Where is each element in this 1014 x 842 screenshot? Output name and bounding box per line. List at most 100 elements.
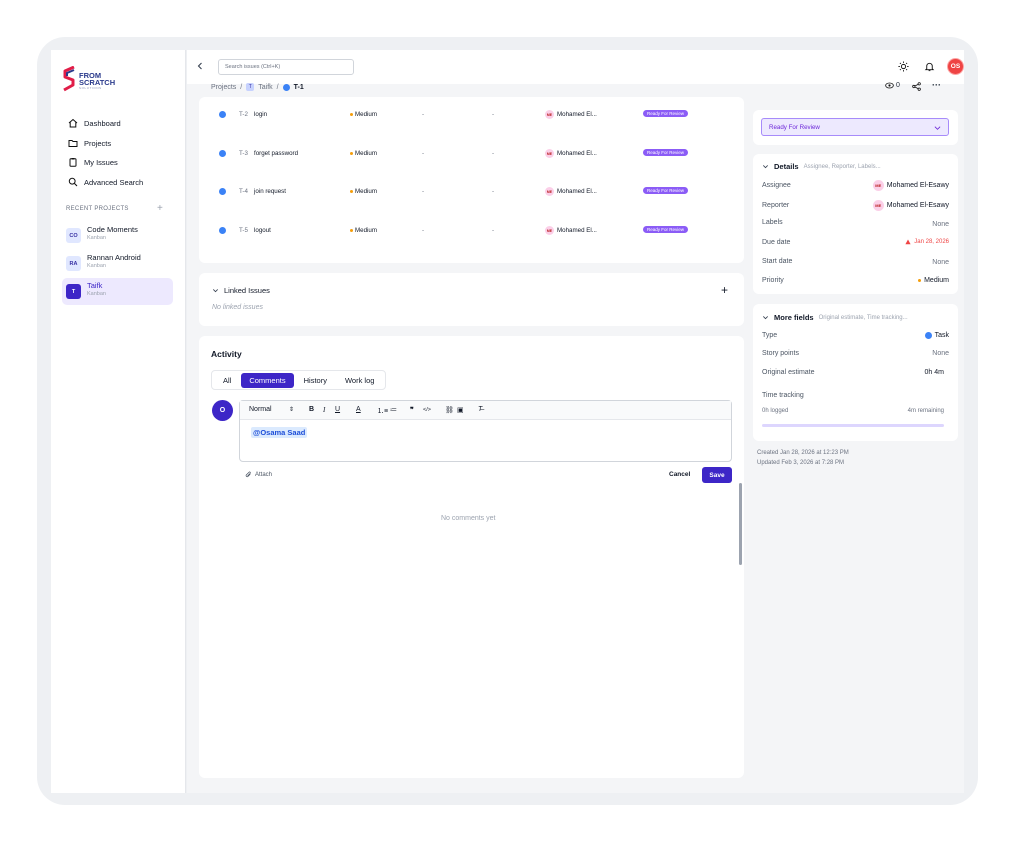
subtask-row[interactable]: T-2 login Medium - - ME Mohamed El... Rea… bbox=[210, 110, 740, 122]
ordered-list-icon[interactable]: ⒈≡ bbox=[377, 408, 389, 415]
nav-my-issues[interactable]: My Issues bbox=[68, 157, 118, 167]
bullet-list-icon[interactable]: ≔ bbox=[390, 407, 397, 414]
clear-format-icon[interactable]: T̶ bbox=[478, 406, 483, 413]
tab-history[interactable]: History bbox=[303, 375, 327, 385]
add-linked-issue-icon[interactable]: + bbox=[721, 283, 729, 297]
subtask-row[interactable]: T-5 logout Medium - - ME Mohamed El... Re… bbox=[210, 226, 740, 238]
status-badge[interactable]: Ready For Review bbox=[643, 149, 689, 156]
comment-editor[interactable]: Normal ⇕ B I U A ⒈≡ ≔ ❞ </> ⛓ ▣ T̶ @Osam… bbox=[239, 400, 732, 462]
add-project-icon[interactable]: + bbox=[157, 203, 163, 214]
recent-project-taifk[interactable]: T Taifk Kanban bbox=[62, 278, 173, 305]
assignee-name: Mohamed El... bbox=[557, 111, 597, 118]
subtask-row[interactable]: T-3 forget password Medium - - ME Mohamed… bbox=[210, 149, 740, 161]
search-input[interactable]: Search issues (Ctrl+K) bbox=[218, 59, 354, 75]
format-select[interactable]: Normal bbox=[249, 406, 272, 413]
recent-project-code-moments[interactable]: CO Code Moments Kanban bbox=[62, 222, 173, 249]
priority-value[interactable]: Medium bbox=[918, 277, 949, 284]
bell-icon[interactable] bbox=[924, 61, 935, 72]
breadcrumb-issue[interactable]: T-1 bbox=[293, 83, 304, 91]
start-date-value[interactable]: None bbox=[932, 259, 949, 266]
commenter-avatar: O bbox=[212, 400, 233, 421]
chevron-down-icon bbox=[763, 165, 768, 169]
attach-button[interactable]: Attach bbox=[245, 471, 272, 479]
priority-dot-icon bbox=[918, 279, 922, 282]
clipboard-icon bbox=[69, 158, 77, 167]
reporter-value[interactable]: ME Mohamed El-Esawy bbox=[872, 200, 949, 211]
project-name: Taifk bbox=[87, 281, 103, 290]
time-tracking-bar[interactable] bbox=[762, 424, 944, 427]
comment-mention[interactable]: @Osama Saad bbox=[251, 427, 308, 438]
assignee-label: Assignee bbox=[762, 182, 791, 189]
updated-timestamp: Updated Feb 3, 2026 at 7:28 PM bbox=[757, 460, 845, 466]
search-icon bbox=[68, 177, 78, 187]
code-icon[interactable]: </> bbox=[423, 407, 431, 413]
avatar: ME bbox=[545, 149, 554, 158]
more-options-icon[interactable]: ··· bbox=[932, 80, 941, 90]
nav-dashboard[interactable]: Dashboard bbox=[68, 118, 121, 128]
tab-work-log[interactable]: Work log bbox=[344, 375, 375, 385]
time-tracking-label: Time tracking bbox=[762, 392, 804, 399]
avatar: ME bbox=[545, 226, 554, 235]
type-value[interactable]: Task bbox=[924, 332, 949, 339]
cancel-button[interactable]: Cancel bbox=[669, 471, 691, 478]
chevron-left-icon[interactable] bbox=[196, 62, 204, 70]
scrollbar[interactable] bbox=[739, 483, 742, 565]
status-badge[interactable]: Ready For Review bbox=[643, 226, 689, 233]
nav-advanced-search[interactable]: Advanced Search bbox=[68, 177, 143, 187]
status-badge[interactable]: Ready For Review bbox=[643, 187, 689, 194]
theme-sun-icon[interactable] bbox=[898, 61, 909, 72]
breadcrumb: Projects / T Taifk / T-1 bbox=[211, 83, 304, 91]
italic-icon[interactable]: I bbox=[323, 406, 326, 414]
text-color-icon[interactable]: A bbox=[356, 406, 361, 413]
save-button[interactable]: Save bbox=[702, 467, 732, 483]
avatar: ME bbox=[545, 110, 554, 119]
share-icon[interactable] bbox=[912, 82, 921, 91]
reporter-name: Mohamed El-Esawy bbox=[886, 202, 949, 209]
linked-issues-title: Linked Issues bbox=[224, 286, 270, 295]
subtask-priority: Medium bbox=[350, 227, 377, 234]
original-estimate-value[interactable]: 0h 4m bbox=[924, 369, 944, 376]
subtask-assignee: ME Mohamed El... bbox=[545, 110, 597, 119]
linked-issues-toggle[interactable]: Linked Issues bbox=[212, 286, 270, 295]
subtask-title[interactable]: forget password bbox=[254, 150, 299, 157]
sidebar bbox=[51, 50, 186, 793]
subtask-title[interactable]: logout bbox=[254, 227, 271, 234]
status-select[interactable]: Ready For Review bbox=[761, 118, 949, 136]
labels-value[interactable]: None bbox=[932, 221, 949, 228]
no-comments-text: No comments yet bbox=[441, 515, 496, 522]
recent-project-rannan-android[interactable]: RA Rannan Android Kanban bbox=[62, 250, 173, 277]
assignee-value[interactable]: ME Mohamed El-Esawy bbox=[872, 180, 949, 191]
subtasks-card bbox=[199, 97, 744, 263]
tab-comments[interactable]: Comments bbox=[241, 372, 294, 388]
user-avatar[interactable]: OS bbox=[947, 58, 964, 75]
image-icon[interactable]: ▣ bbox=[457, 407, 464, 414]
home-icon bbox=[68, 118, 78, 128]
more-fields-title: More fields bbox=[774, 313, 814, 322]
subtask-priority: Medium bbox=[350, 188, 377, 195]
logo-icon[interactable] bbox=[62, 66, 76, 92]
attach-label: Attach bbox=[255, 472, 273, 478]
underline-icon[interactable]: U bbox=[335, 406, 341, 413]
breadcrumb-projects[interactable]: Projects bbox=[211, 83, 237, 91]
tab-all[interactable]: All bbox=[223, 375, 232, 385]
link-icon[interactable]: ⛓ bbox=[445, 407, 454, 414]
story-points-value[interactable]: None bbox=[932, 350, 949, 357]
format-select-arrows-icon[interactable]: ⇕ bbox=[289, 407, 295, 413]
subtask-title[interactable]: join request bbox=[254, 188, 286, 195]
due-date-value[interactable]: Jan 28, 2026 bbox=[905, 239, 949, 245]
watchers-button[interactable]: 0 bbox=[885, 82, 900, 89]
bold-icon[interactable]: B bbox=[309, 406, 315, 413]
warning-icon bbox=[905, 239, 911, 245]
project-avatar: RA bbox=[66, 256, 81, 271]
subtask-title[interactable]: login bbox=[254, 111, 268, 118]
subtask-row[interactable]: T-4 join request Medium - - ME Mohamed El… bbox=[210, 187, 740, 199]
details-toggle[interactable]: Details Assignee, Reporter, Labels... bbox=[762, 162, 881, 171]
project-type: Kanban bbox=[87, 291, 106, 297]
task-type-icon bbox=[219, 111, 226, 118]
nav-projects[interactable]: Projects bbox=[68, 138, 111, 148]
more-fields-toggle[interactable]: More fields Original estimate, Time trac… bbox=[762, 313, 908, 322]
breadcrumb-project[interactable]: Taifk bbox=[258, 83, 273, 91]
subtask-key: T-4 bbox=[239, 188, 248, 195]
status-badge[interactable]: Ready For Review bbox=[643, 110, 689, 117]
quote-icon[interactable]: ❞ bbox=[410, 407, 414, 414]
